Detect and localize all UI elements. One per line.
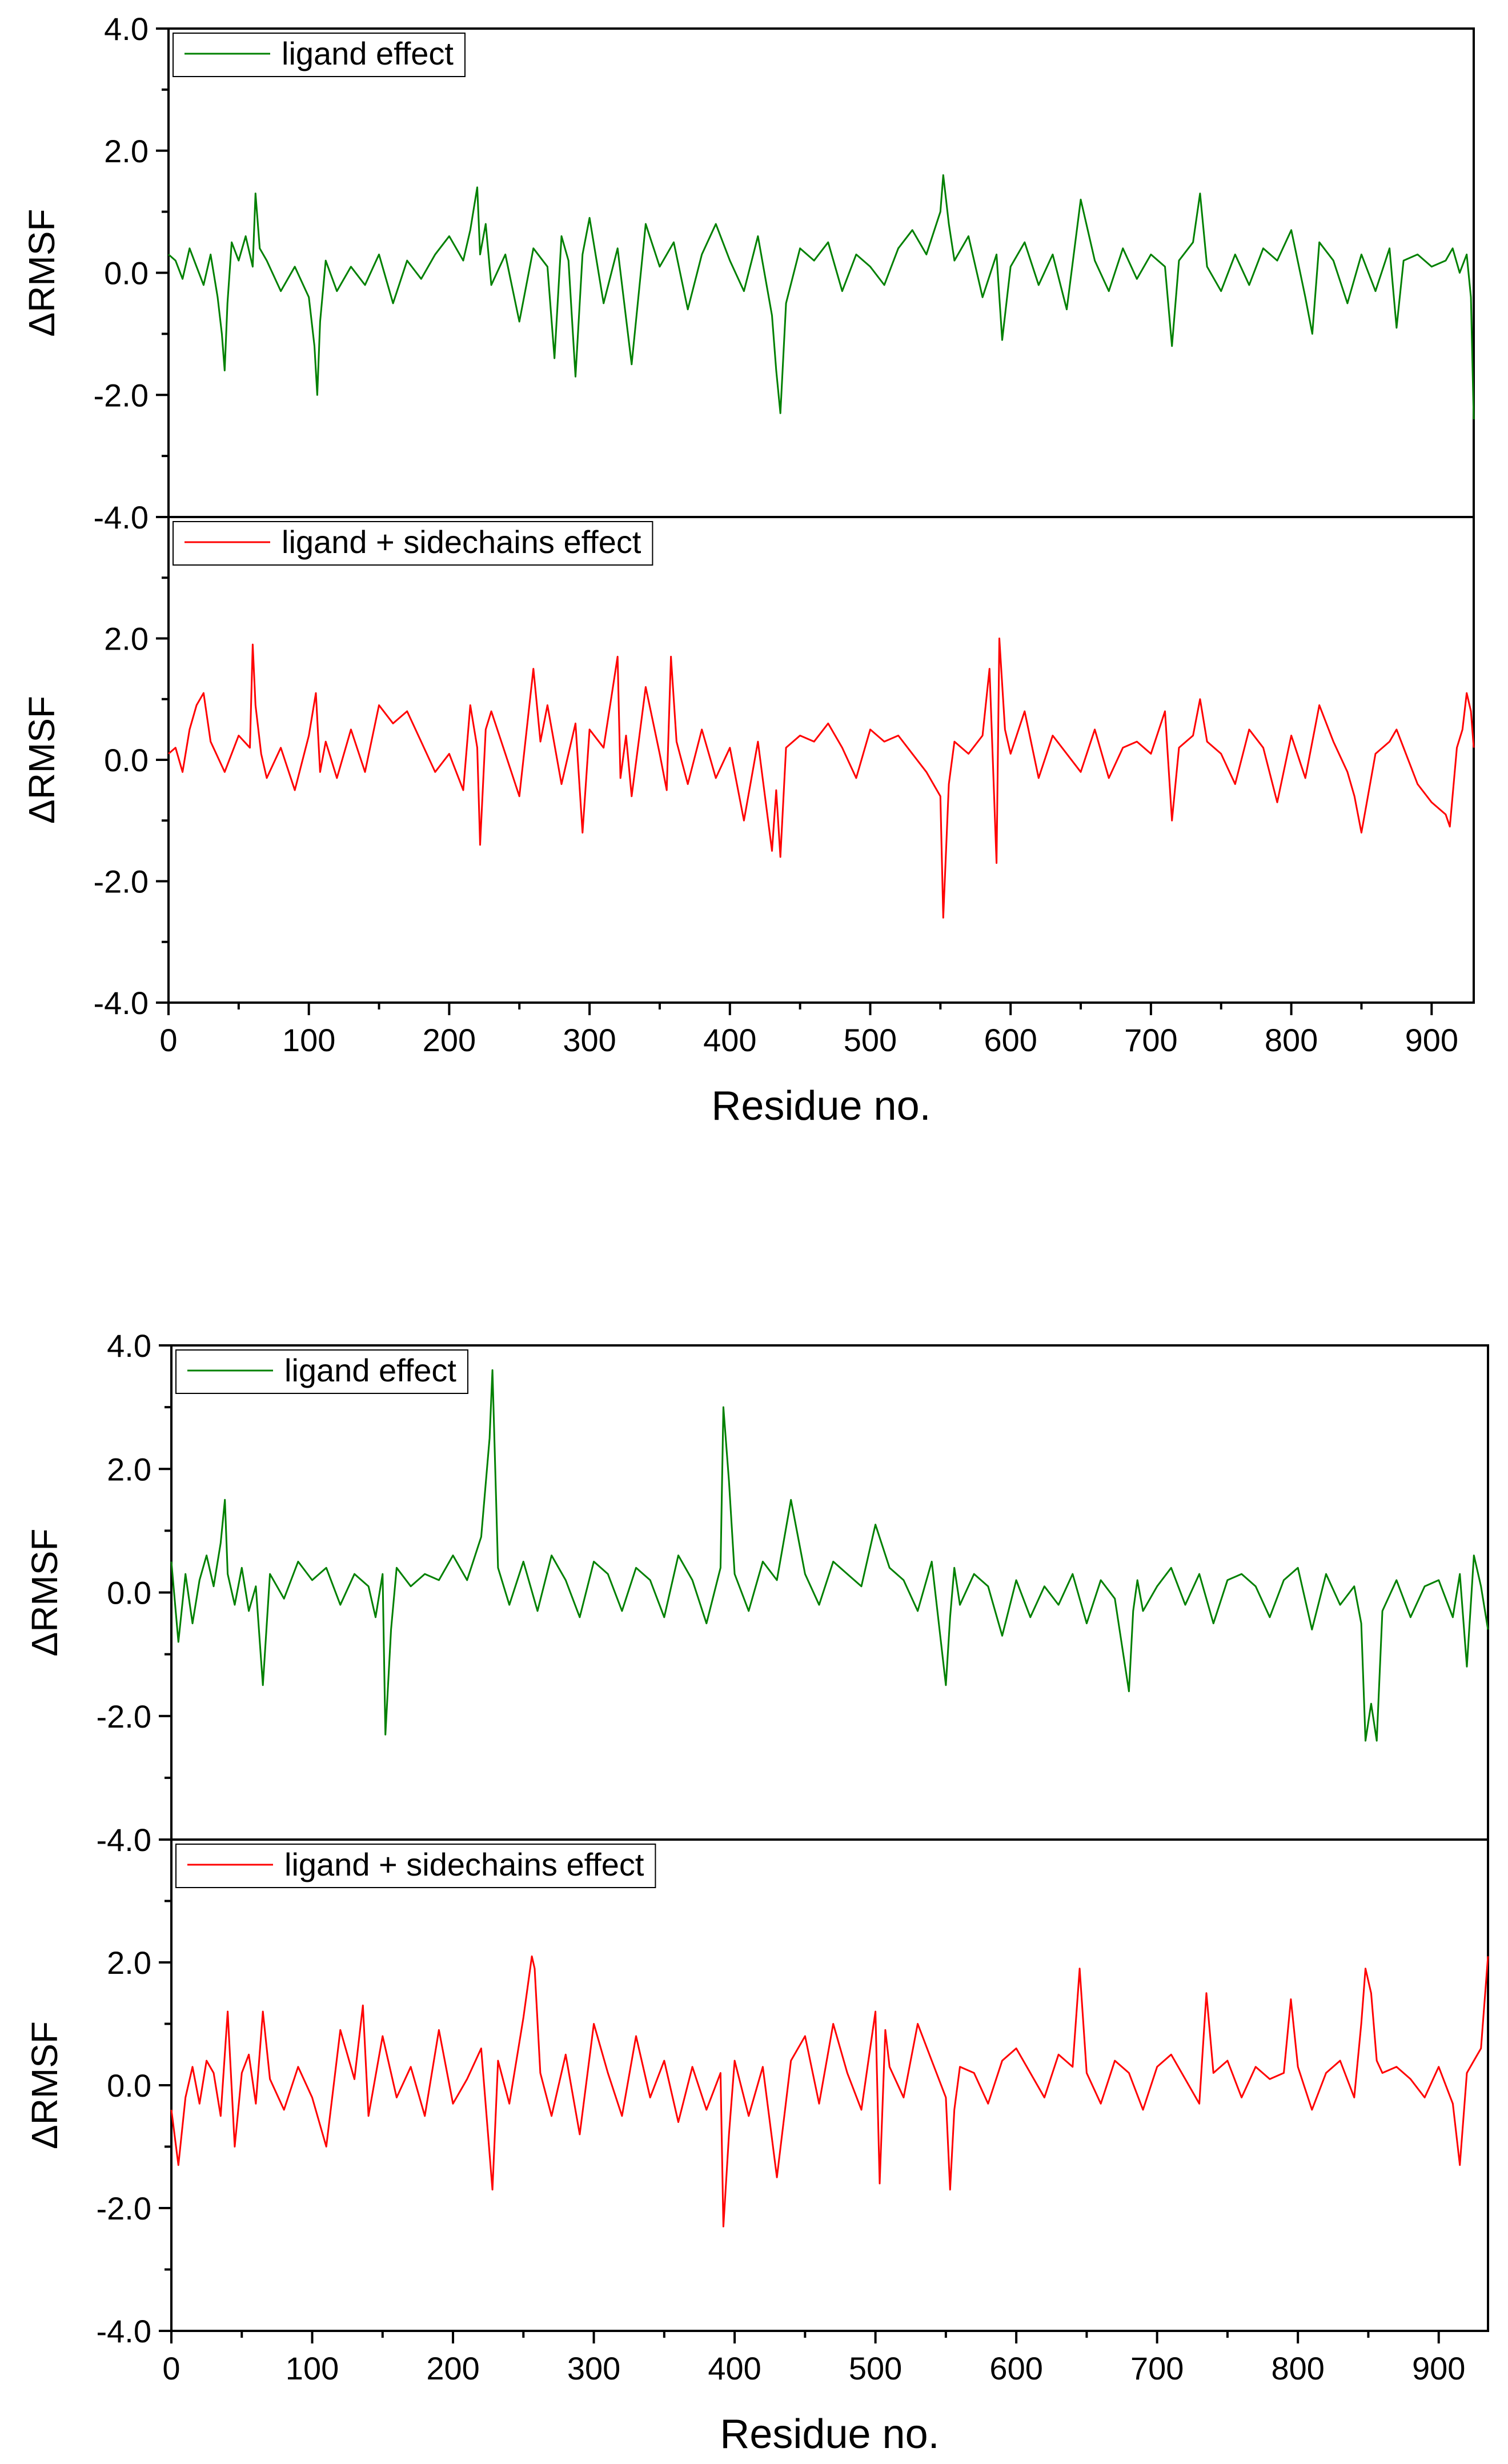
legend: ligand effect — [175, 1349, 468, 1394]
y-tick-label: 4.0 — [104, 11, 149, 47]
x-tick-label: 300 — [563, 1022, 616, 1058]
legend-box — [175, 1349, 468, 1394]
y-tick-label: -4.0 — [94, 985, 149, 1021]
y-tick-label: 2.0 — [107, 1945, 151, 1981]
x-tick-label: 0 — [162, 2350, 180, 2386]
x-tick-label: 500 — [844, 1022, 897, 1058]
series-line-ligand-effect — [170, 1369, 1489, 1742]
x-tick-label: 900 — [1405, 1022, 1458, 1058]
y-axis-label: ΔRMSF — [21, 696, 62, 824]
legend: ligand effect — [173, 33, 466, 77]
y-tick-label: -2.0 — [94, 864, 149, 900]
x-tick-label: 0 — [159, 1022, 177, 1058]
legend-box — [175, 1844, 656, 1888]
y-tick-label: -2.0 — [97, 2190, 152, 2226]
y-tick-label: -4.0 — [94, 499, 149, 535]
series-line-ligand-sidechains-effect — [168, 638, 1475, 919]
legend: ligand + sidechains effect — [175, 1844, 656, 1888]
y-tick-label: 4.0 — [107, 1328, 151, 1364]
legend: ligand + sidechains effect — [173, 521, 653, 566]
panel-1: -4.0 -2.0 0.0 2.0 4.0 ΔRMSF ligand effect — [24, 1328, 1489, 1858]
y-axis-label: ΔRMSF — [21, 209, 62, 336]
y-axis-label: ΔRMSF — [24, 1528, 65, 1656]
y-tick-label: 2.0 — [104, 133, 149, 169]
y-tick-label: -2.0 — [94, 377, 149, 413]
series-line-ligand-sidechains-effect — [170, 1955, 1489, 2227]
x-tick-label: 300 — [567, 2350, 620, 2386]
series-line-ligand-effect — [168, 174, 1475, 420]
x-tick-label: 200 — [426, 2350, 479, 2386]
x-tick-label: 900 — [1412, 2350, 1465, 2386]
legend-box — [173, 33, 466, 77]
x-axis-label: Residue no. — [720, 2411, 939, 2457]
x-tick-label: 400 — [708, 2350, 761, 2386]
panel-2: -4.0 -2.0 0.0 2.0 ΔRMSF ligand + sidechains e… — [21, 516, 1475, 1129]
y-axis-label: ΔRMSF — [24, 2021, 65, 2149]
x-axis-label: Residue no. — [711, 1083, 931, 1129]
panel-1: -4.0 -2.0 0.0 2.0 4.0 ΔRMSF ligand effect — [21, 11, 1475, 535]
x-tick-label: 400 — [703, 1022, 756, 1058]
x-tick-label: 800 — [1271, 2350, 1324, 2386]
legend-label: ligand + sidechains effect — [284, 1846, 644, 1882]
legend-box — [173, 521, 653, 566]
y-tick-label: -2.0 — [97, 1698, 152, 1734]
y-tick-label: 2.0 — [104, 621, 149, 657]
panel-2: -4.0 -2.0 0.0 2.0 ΔRMSF ligand + sidechains e… — [24, 1838, 1489, 2457]
legend-label: ligand effect — [284, 1352, 456, 1388]
y-tick-label: 2.0 — [107, 1451, 151, 1487]
y-tick-label: 0.0 — [107, 2068, 151, 2104]
y-tick-label: 0.0 — [107, 1575, 151, 1611]
x-tick-label: 100 — [282, 1022, 335, 1058]
x-tick-label: 200 — [423, 1022, 476, 1058]
x-tick-label: 600 — [984, 1022, 1037, 1058]
legend-label: ligand + sidechains effect — [282, 524, 641, 560]
y-tick-label: 0.0 — [104, 742, 149, 778]
x-tick-label: 500 — [849, 2350, 902, 2386]
y-tick-label: 0.0 — [104, 255, 149, 291]
x-tick-label: 600 — [989, 2350, 1042, 2386]
x-tick-label: 700 — [1124, 1022, 1177, 1058]
x-tick-label: 800 — [1265, 1022, 1318, 1058]
x-tick-label: 700 — [1130, 2350, 1184, 2386]
y-tick-label: -4.0 — [97, 1822, 152, 1858]
legend-label: ligand effect — [282, 35, 454, 71]
x-tick-label: 100 — [286, 2350, 339, 2386]
y-tick-label: -4.0 — [97, 2313, 152, 2349]
